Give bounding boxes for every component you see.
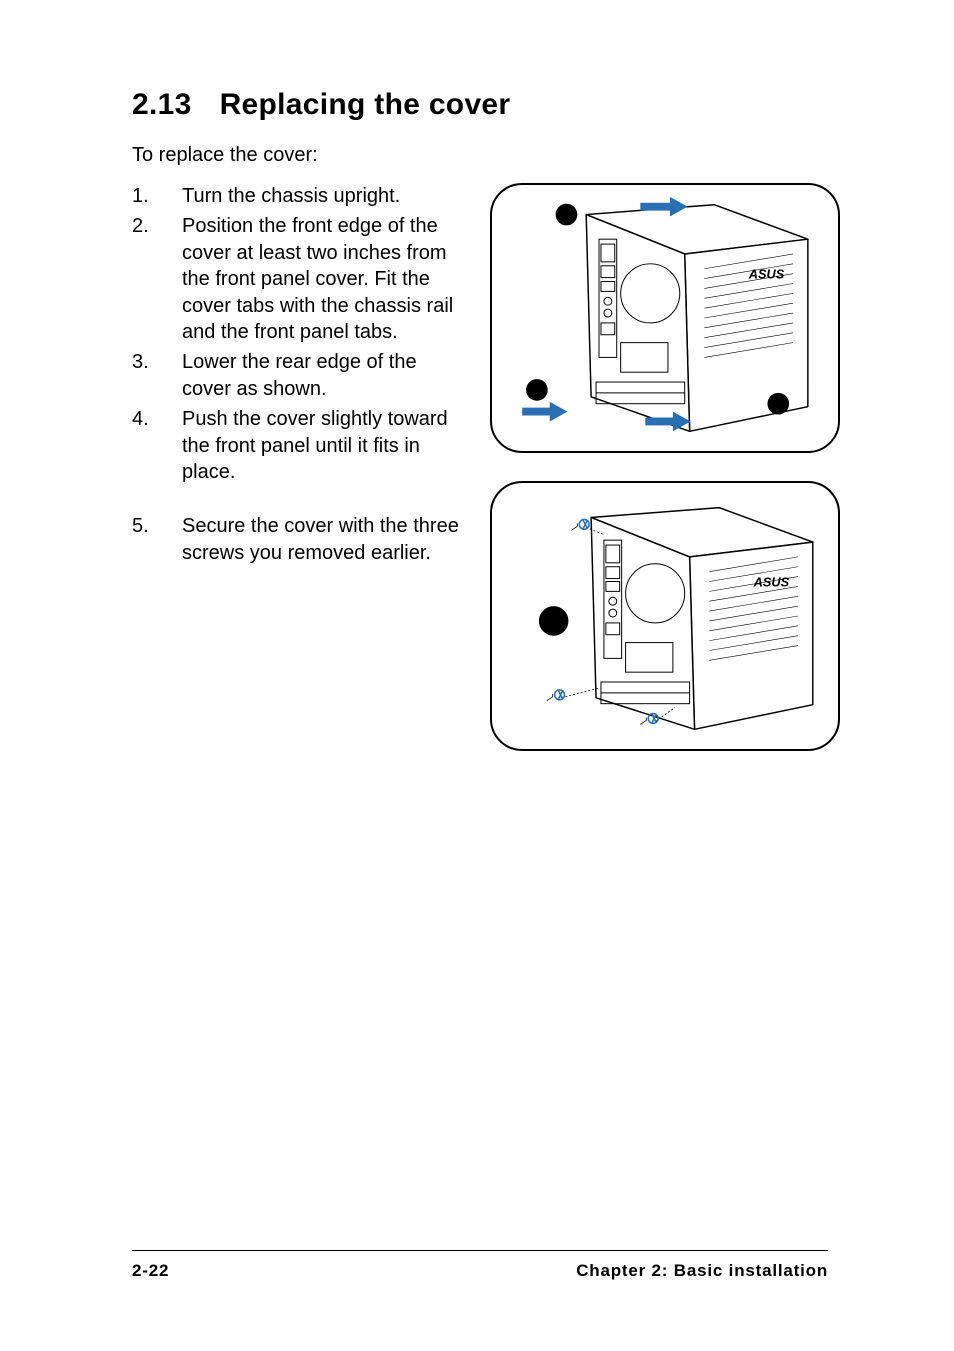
list-item: 3. Lower the rear edge of the cover as s… [132,349,470,402]
list-item: 1. Turn the chassis upright. [132,183,470,209]
section-heading: 2.13 Replacing the cover [132,88,828,122]
step-text: Turn the chassis upright. [182,183,470,209]
footer-page-number: 2-22 [132,1261,169,1281]
steps-list-2: 5. Secure the cover with the three screw… [132,513,470,566]
callout-dot [767,393,789,415]
section-number: 2.13 [132,88,192,122]
asus-logo: ASUS [753,574,790,589]
step-text: Secure the cover with the three screws y… [182,513,470,566]
list-item: 5. Secure the cover with the three screw… [132,513,470,566]
step-text: Push the cover slightly toward the front… [182,406,470,485]
step-text: Position the front edge of the cover at … [182,213,470,345]
step-text: Lower the rear edge of the cover as show… [182,349,470,402]
list-item: 2. Position the front edge of the cover … [132,213,470,345]
footer-chapter: Chapter 2: Basic installation [576,1261,828,1281]
chassis-slide-svg: ASUS [492,185,838,451]
arrow-icon [522,402,567,422]
steps-column: 1. Turn the chassis upright. 2. Position… [132,183,470,570]
list-item: 4. Push the cover slightly toward the fr… [132,406,470,485]
step-number: 5. [132,513,182,566]
step-number: 3. [132,349,182,402]
callout-dot [526,379,548,401]
figure-chassis-screws: ASUS [490,481,840,751]
figures-column: ASUS [490,183,840,751]
intro-text: To replace the cover: [132,144,828,167]
step-number: 1. [132,183,182,209]
manual-page: 2.13 Replacing the cover To replace the c… [0,0,954,1351]
steps-list: 1. Turn the chassis upright. 2. Position… [132,183,470,485]
figure-chassis-slide: ASUS [490,183,840,453]
content-row: 1. Turn the chassis upright. 2. Position… [132,183,828,751]
spacer [132,489,470,513]
asus-logo: ASUS [748,267,785,282]
section-title: Replacing the cover [220,88,511,121]
page-footer: 2-22 Chapter 2: Basic installation [132,1250,828,1281]
callout-dot [539,606,569,636]
chassis-screws-svg: ASUS [492,483,838,749]
callout-dot [556,204,578,226]
step-number: 2. [132,213,182,345]
step-number: 4. [132,406,182,485]
screw-icon [547,688,599,701]
